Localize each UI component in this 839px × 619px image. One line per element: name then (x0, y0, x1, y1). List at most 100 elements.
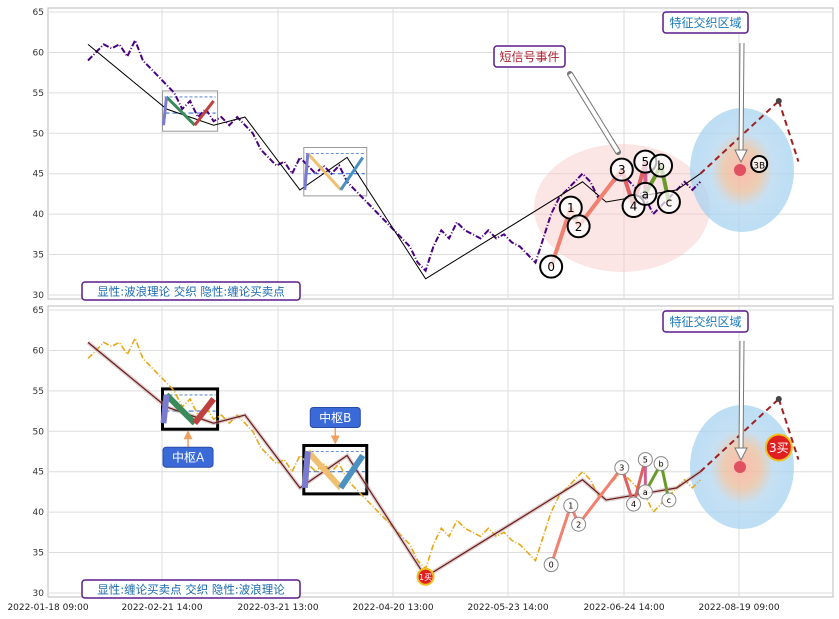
footer-box-top (81, 281, 301, 301)
zhongshu-stroke (305, 449, 343, 490)
buy-point-marker (764, 433, 793, 462)
wave-label: 4 (630, 200, 638, 214)
region-label-bottom: 特征交织区域 (669, 314, 741, 329)
region-arrow-bottom-inner (739, 340, 744, 451)
x-axis-ticks: 2022-01-18 09:00 2022-02-21 14:00 2022-03-… (7, 603, 779, 613)
wave-marker (633, 181, 658, 206)
event-label-box (493, 45, 566, 68)
wave-marker (750, 155, 769, 174)
footer-bottom: 显性:缠论买卖点 交织 隐性:波浪理论 (97, 583, 285, 597)
y-tick-label: 50 (33, 427, 45, 437)
zhongshu-stroke (164, 392, 197, 426)
region-arrowhead-top (734, 149, 748, 164)
x-tick-label: 2022-06-24 14:00 (583, 603, 664, 613)
wave-label: 5 (643, 456, 648, 465)
wave-marker (649, 153, 674, 178)
wave-segment (632, 459, 647, 505)
zhongshu-stroke (306, 152, 342, 191)
region-arrowhead-bottom (734, 447, 748, 462)
zhongshu-box (303, 147, 368, 197)
x-tick-label: 2022-03-21 13:00 (237, 603, 318, 613)
wave-marker (566, 214, 591, 239)
wave-marker (614, 460, 630, 476)
buy-point-label: 3买 (769, 441, 789, 455)
bottom-buy-points: 1买 3买 (416, 433, 793, 586)
x-tick-label: 2022-01-18 09:00 (7, 603, 88, 613)
y-tick-label: 35 (33, 549, 44, 559)
projection-down (777, 398, 800, 460)
zhongshu-label: 中枢B (319, 410, 351, 425)
wave-marker (626, 496, 642, 512)
wave-label: c (666, 196, 673, 210)
footer-top: 显性:波浪理论 交织 隐性:缠论买卖点 (97, 285, 285, 299)
region-callout-top: 特征交织区域 (662, 11, 749, 164)
zhongshu-stroke (193, 99, 215, 127)
y-tick-label: 65 (33, 8, 44, 18)
y-tick-label: 60 (33, 48, 45, 58)
wave-marker (571, 516, 587, 532)
zhongshu-label-box (309, 407, 361, 428)
zhongshu-stroke (339, 156, 364, 191)
zhongshu-label-box (162, 446, 214, 468)
wave-marker (637, 452, 653, 468)
y-tick-label: 50 (33, 129, 45, 139)
region-callout-bottom: 特征交织区域 (662, 310, 749, 462)
wave-label: 1 (568, 502, 573, 511)
zhongshu-stroke (162, 96, 168, 126)
wave-segment (549, 505, 573, 566)
y-tick-label: 30 (33, 589, 45, 599)
y-tick-label: 55 (33, 89, 44, 99)
zhongshu-stroke (192, 397, 216, 426)
zhongshu-box (162, 90, 219, 132)
wave-label: a (642, 187, 649, 201)
wave-label: 3 (619, 464, 624, 473)
event-label: 短信号事件 (499, 50, 559, 64)
top-wave-labels: 0 12 3 4 5 ab c 3B (539, 149, 769, 279)
event-arrow-inner (568, 72, 620, 154)
bottom-wave-labels: 0 12 3 4 5 a b c (543, 452, 677, 573)
wave-marker (609, 157, 634, 182)
region-label-top: 特征交织区域 (669, 15, 741, 30)
zhongshu-stroke (338, 453, 366, 490)
region-label-box-top (662, 11, 749, 34)
wave-marker (539, 254, 564, 279)
wave-marker (656, 190, 681, 214)
y-tick-label: 35 (33, 251, 44, 261)
wave-label: 2 (576, 520, 581, 529)
footer-box-bottom (81, 579, 301, 599)
y-tick-label: 40 (33, 508, 45, 518)
x-tick-label: 2022-08-19 09:00 (698, 603, 779, 613)
y-tick-label: 65 (33, 306, 44, 316)
wave-label: a (643, 488, 648, 497)
x-tick-label: 2022-04-20 13:00 (352, 603, 433, 613)
wave-label: b (659, 460, 664, 469)
zhongshu-label: 中枢A (172, 450, 205, 465)
feature-region-core-top (734, 164, 746, 176)
region-label-box-bottom (662, 310, 749, 333)
wave-marker (637, 484, 653, 500)
top-zhongshu-group (162, 90, 368, 197)
projection-peak (775, 395, 782, 402)
wave-marker (661, 492, 677, 508)
y-tick-label: 40 (33, 210, 45, 220)
top-y-ticks: 30 35 40 45 50 55 60 65 (33, 8, 45, 301)
projection-peak (775, 97, 782, 104)
buy-point-label: 1买 (419, 573, 432, 582)
wave-label: 0 (549, 561, 554, 570)
zhongshu-stroke (160, 394, 170, 424)
panel-top-frame (47, 7, 834, 300)
panel-bottom-frame (47, 305, 834, 598)
feature-region-core-bottom (734, 461, 746, 473)
zhongshu-stroke (165, 95, 196, 127)
wave-label: 4 (631, 500, 636, 509)
y-tick-label: 45 (33, 468, 44, 478)
wave-label: 0 (547, 260, 555, 274)
region-arrow-top-inner (739, 42, 744, 153)
wave-label: 1 (567, 201, 575, 215)
wave-label: b (657, 159, 665, 173)
wave-label: 3 (618, 163, 626, 177)
zhongshu-stroke (303, 153, 310, 190)
